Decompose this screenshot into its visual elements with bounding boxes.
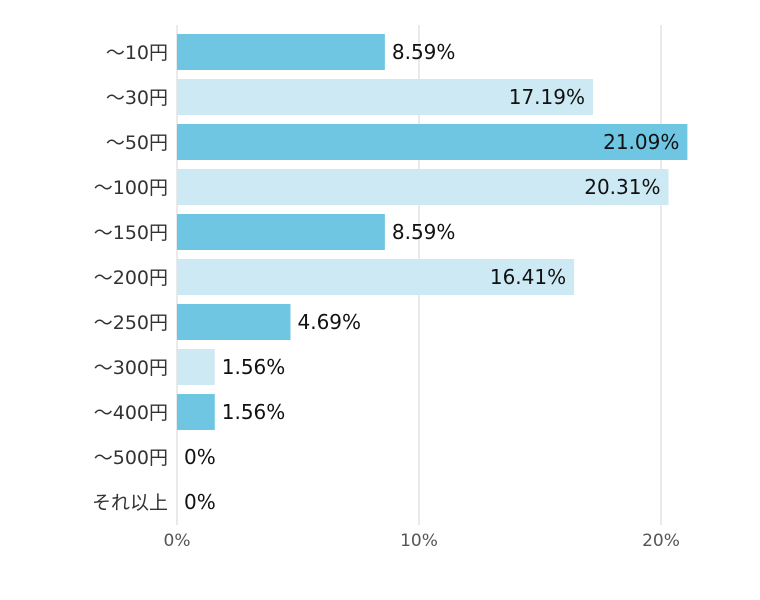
- category-label-6: ～250円: [94, 312, 168, 334]
- value-label-7: 1.56%: [222, 355, 286, 379]
- category-label-3: ～100円: [94, 177, 168, 199]
- category-label-5: ～200円: [94, 267, 168, 289]
- x-tick-label-2: 20%: [642, 531, 680, 551]
- bars: [177, 34, 688, 430]
- value-label-0: 8.59%: [392, 40, 456, 64]
- category-label-8: ～400円: [94, 402, 168, 424]
- value-label-5: 16.41%: [490, 265, 566, 289]
- value-label-9: 0%: [184, 445, 216, 469]
- bar-7: [177, 349, 215, 385]
- x-tick-label-0: 0%: [164, 531, 191, 551]
- bar-3: [177, 169, 669, 205]
- value-label-1: 17.19%: [509, 85, 585, 109]
- category-label-10: それ以上: [92, 492, 168, 514]
- bar-1: [177, 79, 593, 115]
- bar-6: [177, 304, 291, 340]
- bar-2: [177, 124, 688, 160]
- category-label-0: ～10円: [106, 42, 168, 64]
- labels: 0% 10% 20% ～10円 8.59% ～30円 17.19% ～50円 21.09% ～10…: [92, 40, 680, 551]
- value-label-8: 1.56%: [222, 400, 286, 424]
- value-label-6: 4.69%: [297, 310, 361, 334]
- category-label-2: ～50円: [106, 132, 168, 154]
- value-label-3: 20.31%: [584, 175, 660, 199]
- bar-8: [177, 394, 215, 430]
- bar-4: [177, 214, 385, 250]
- value-label-4: 8.59%: [392, 220, 456, 244]
- value-label-2: 21.09%: [603, 130, 679, 154]
- category-label-1: ～30円: [106, 87, 168, 109]
- category-label-9: ～500円: [94, 447, 168, 469]
- bar-5: [177, 259, 575, 295]
- category-label-4: ～150円: [94, 222, 168, 244]
- value-label-10: 0%: [184, 490, 216, 514]
- x-tick-label-1: 10%: [400, 531, 438, 551]
- bar-0: [177, 34, 385, 70]
- category-label-7: ～300円: [94, 357, 168, 379]
